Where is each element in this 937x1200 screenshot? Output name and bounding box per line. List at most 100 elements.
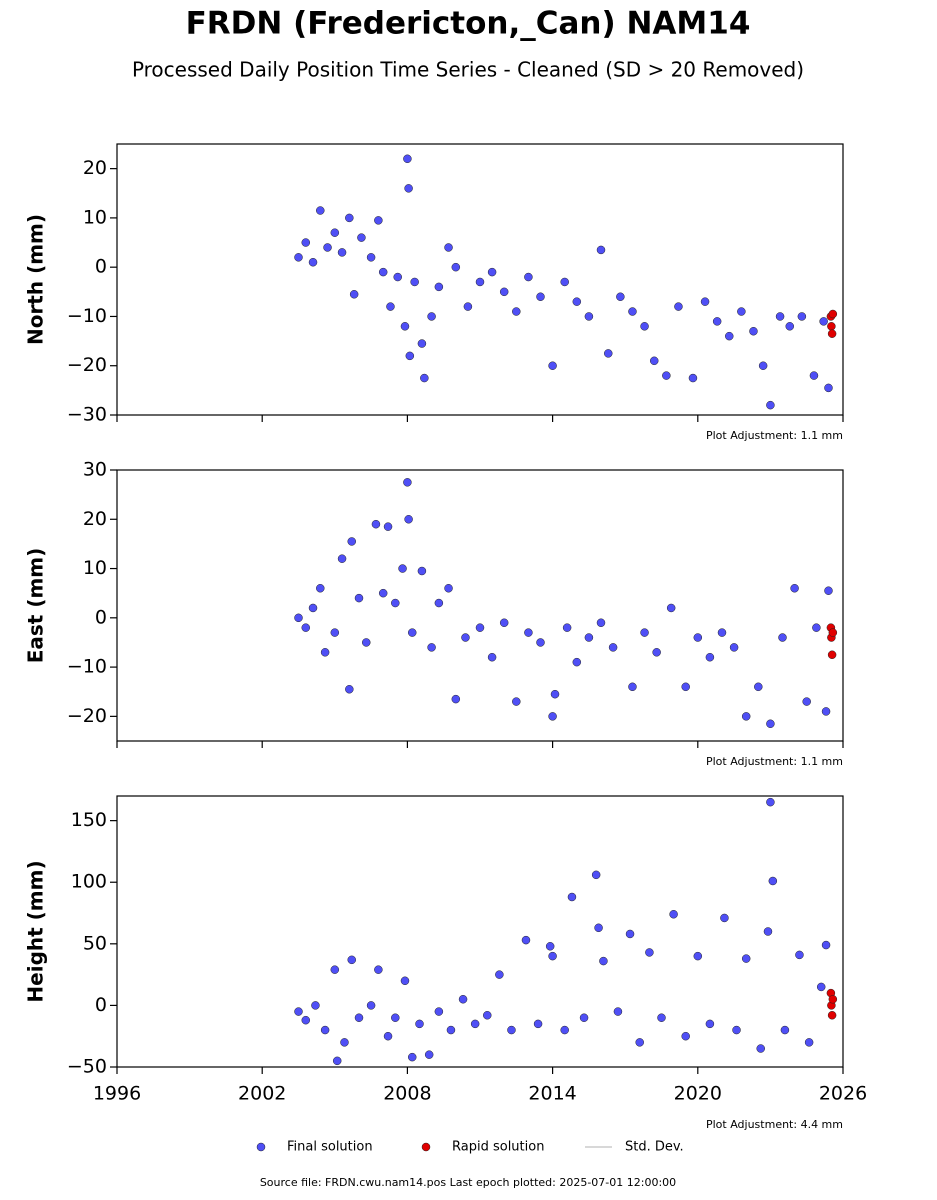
data-point: [366, 1001, 376, 1010]
data-point: [705, 652, 715, 662]
y-tick-label: −10: [67, 305, 107, 327]
x-tick-label: 2008: [383, 1083, 431, 1105]
data-point: [754, 682, 763, 692]
data-point: [674, 302, 683, 311]
data-point: [362, 638, 371, 647]
data-point: [301, 238, 311, 247]
y-tick-label: 20: [83, 157, 107, 179]
data-point: [827, 322, 836, 331]
data-point: [567, 892, 577, 902]
data-point: [741, 712, 751, 721]
data-point: [737, 307, 746, 316]
data-point: [756, 1044, 765, 1053]
data-point: [778, 633, 787, 642]
data-point: [316, 584, 325, 593]
data-point: [347, 537, 356, 546]
footer: Source file: FRDN.cwu.nam14.pos Last epo…: [260, 1176, 676, 1189]
data-point: [809, 371, 819, 380]
data-point: [340, 1038, 349, 1047]
data-point: [424, 1050, 434, 1059]
data-point: [483, 1011, 492, 1020]
data-point: [427, 312, 436, 321]
data-point: [470, 1019, 480, 1029]
data-point: [461, 633, 470, 642]
data-point: [495, 970, 504, 979]
data-point: [758, 361, 768, 370]
data-point: [720, 913, 729, 923]
data-point: [512, 697, 521, 706]
data-point: [420, 373, 429, 383]
data-point: [812, 623, 821, 632]
y-tick-label: −30: [67, 404, 107, 426]
data-point: [604, 349, 613, 358]
data-point: [666, 603, 676, 613]
data-point: [301, 623, 311, 632]
data-point: [550, 689, 560, 699]
y-tick-label: 10: [83, 557, 107, 579]
data-point: [345, 213, 354, 223]
data-point: [524, 272, 533, 282]
data-point: [766, 797, 775, 807]
data-point: [374, 965, 383, 974]
data-point: [591, 870, 601, 880]
y-tick-label: 10: [83, 206, 107, 228]
data-point: [828, 309, 838, 319]
data-point: [294, 613, 303, 623]
data-point: [434, 598, 444, 608]
data-point: [391, 1013, 400, 1022]
data-point: [451, 694, 461, 704]
data-point: [366, 253, 376, 262]
y-tick-label: −10: [67, 656, 107, 678]
data-point: [446, 1025, 456, 1035]
data-point: [320, 1025, 330, 1035]
data-point: [536, 638, 545, 647]
data-point: [548, 712, 557, 721]
y-tick-label: 30: [83, 459, 107, 481]
plot-frame: [116, 469, 844, 742]
data-point: [533, 1019, 543, 1029]
data-point: [405, 351, 415, 361]
data-point: [294, 1007, 303, 1016]
data-point: [323, 243, 332, 252]
data-point: [596, 245, 606, 255]
data-point: [688, 373, 698, 383]
data-point: [821, 707, 831, 716]
data-point: [475, 277, 485, 287]
data-point: [337, 554, 347, 563]
data-point: [345, 685, 354, 694]
data-point: [766, 719, 775, 729]
data-point: [417, 566, 427, 576]
data-point: [657, 1013, 666, 1022]
data-point: [404, 184, 413, 193]
data-point: [548, 951, 557, 961]
data-point: [403, 478, 412, 487]
plot-frame: [116, 795, 844, 1068]
data-point: [766, 400, 775, 410]
data-point: [725, 331, 734, 341]
data-point: [444, 243, 453, 252]
data-point: [512, 307, 521, 316]
data-point: [804, 1038, 814, 1047]
data-point: [645, 948, 654, 957]
data-point: [434, 1007, 444, 1016]
data-point: [354, 1013, 364, 1022]
x-tick-label: 2020: [674, 1083, 722, 1105]
data-point: [572, 297, 582, 306]
y-tick-label: 0: [95, 256, 107, 278]
data-point: [507, 1025, 516, 1035]
legend-label: Rapid solution: [452, 1140, 544, 1155]
title: FRDN (Fredericton,_Can) NAM14: [186, 6, 751, 42]
data-point: [827, 329, 837, 338]
y-axis-label: East (mm): [24, 548, 48, 664]
data-point: [640, 628, 649, 637]
data-point: [499, 287, 509, 297]
data-point: [560, 1025, 569, 1035]
data-point: [790, 584, 799, 593]
data-point: [584, 312, 594, 321]
data-point: [562, 623, 572, 632]
y-tick-label: 50: [83, 932, 107, 954]
data-point: [311, 1001, 320, 1010]
y-axis-label: Height (mm): [24, 860, 48, 1002]
data-point: [415, 1019, 424, 1029]
